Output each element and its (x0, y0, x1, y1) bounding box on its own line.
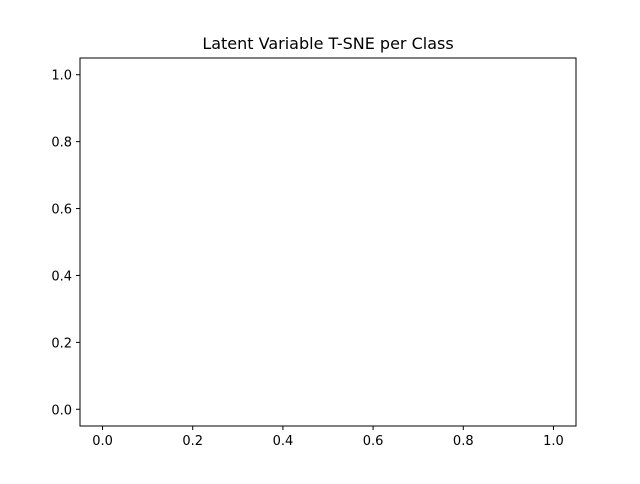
x-tick-label: 0.6 (363, 434, 384, 449)
plot-area-frame (79, 57, 577, 427)
chart-title: Latent Variable T-SNE per Class (202, 34, 453, 53)
y-tick-label: 0.2 (51, 336, 72, 351)
x-tick-label: 1.0 (543, 434, 564, 449)
y-tick-label: 0.8 (51, 136, 72, 151)
y-tick-label: 0.0 (51, 403, 72, 418)
y-tick-label: 0.6 (51, 203, 72, 218)
x-tick-label: 0.4 (273, 434, 294, 449)
y-axis-ticks: 0.0 0.2 0.4 0.6 0.8 1.0 (51, 69, 80, 418)
y-tick-label: 1.0 (51, 69, 72, 84)
x-tick-label: 0.2 (182, 434, 203, 449)
x-axis-ticks: 0.0 0.2 0.4 0.6 0.8 1.0 (92, 426, 564, 449)
x-tick-label: 0.8 (453, 434, 474, 449)
y-tick-label: 0.4 (51, 269, 72, 284)
x-tick-label: 0.0 (92, 434, 113, 449)
